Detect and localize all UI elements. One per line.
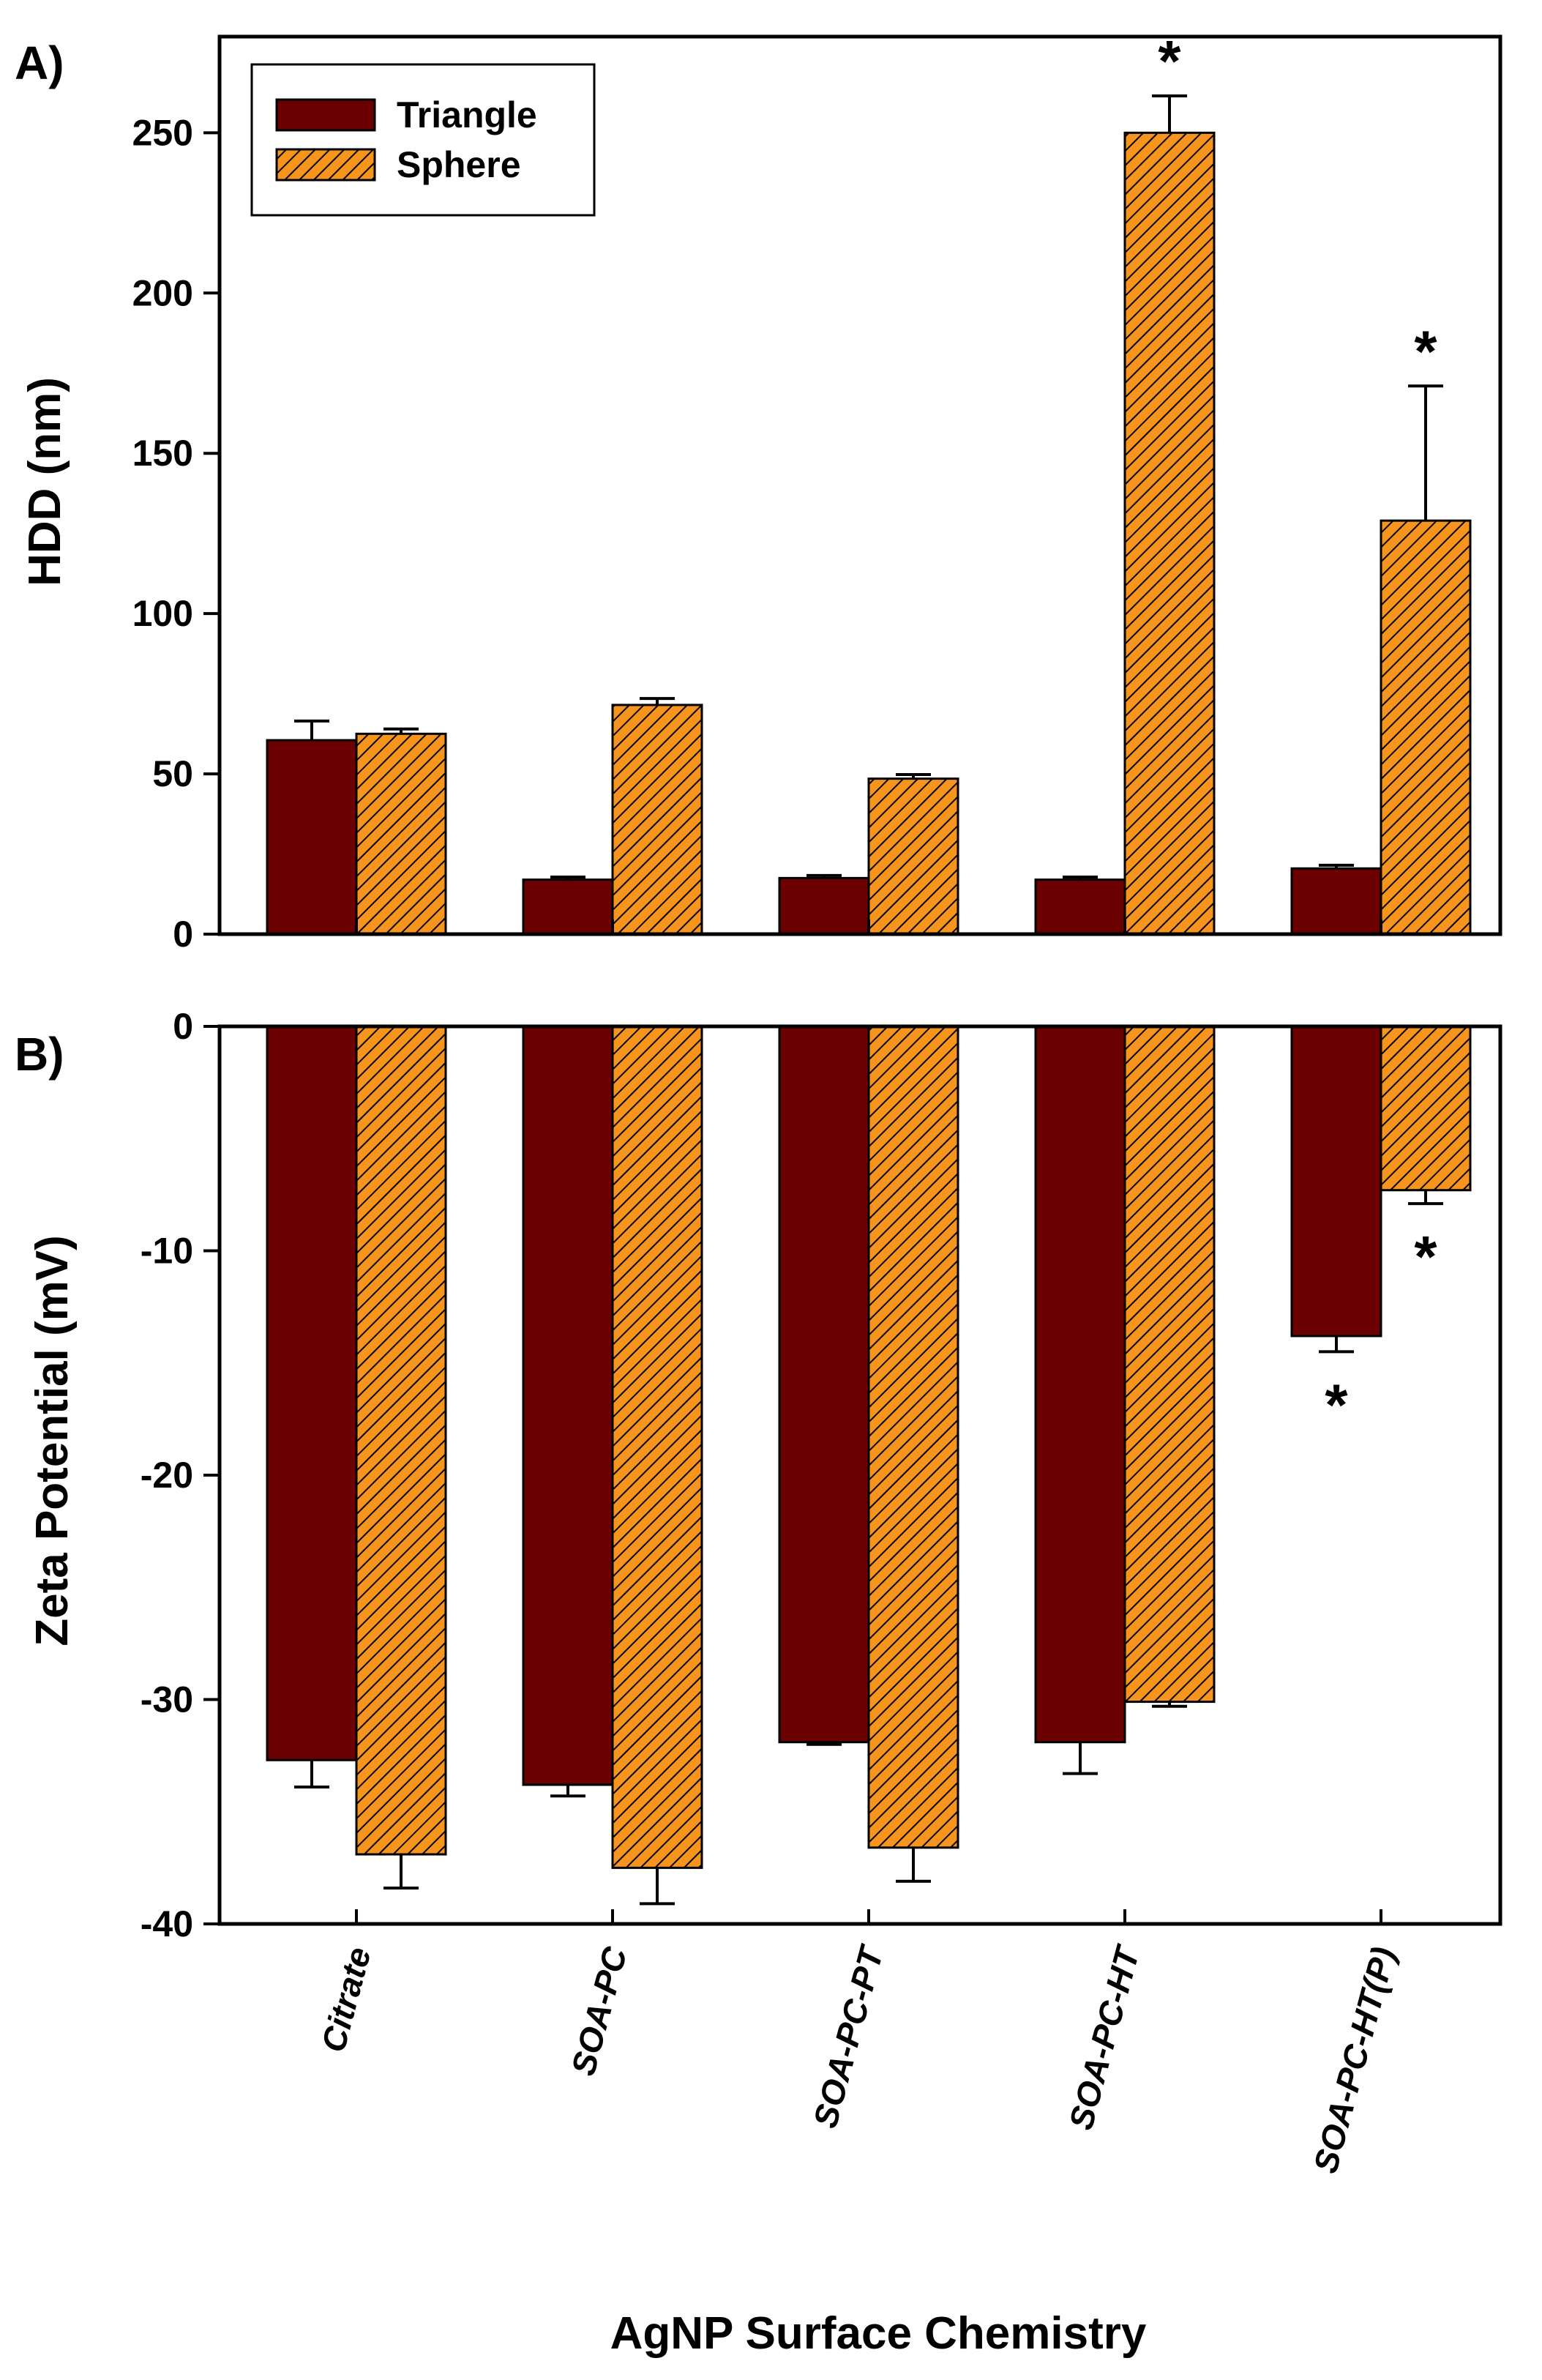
panel-a-sphere-soa-pc-bar [611, 704, 703, 936]
panel-a-significance-marker-2: * [1414, 318, 1437, 384]
panel-b-error-bars [294, 1190, 1443, 1906]
panel-a-significance-marker-1: * [1158, 29, 1181, 94]
panel-b-triangle-soa-pc-bar [522, 1025, 614, 1786]
panel-a-x-ticks [355, 919, 1382, 934]
panel-a-y-tick-label-200: 200 [132, 272, 193, 313]
category-label-citrate: Citrate [314, 1943, 378, 2056]
panel-a-triangle-soa-pc-bar [522, 878, 614, 936]
panel-b-y-axis-title: Zeta Potential (mV) [27, 1235, 78, 1646]
panel-b-triangle-soa-pc-ht-p-bar [1290, 1025, 1382, 1338]
panel-a-triangle-soa-pc-ht-bar [1034, 878, 1126, 936]
legend-box [250, 63, 596, 217]
category-label-soa-pc-ht: SOA-PC-HT [1061, 1940, 1147, 2133]
panel-a-error-bars [294, 94, 1443, 880]
category-label-soa-pc: SOA-PC [564, 1942, 635, 2079]
panel-a-y-tick-label-250: 250 [132, 112, 193, 153]
panel-b-y-tick-label-10: -10 [141, 1231, 193, 1272]
category-label-soa-pc-ht-p: SOA-PC-HT(P) [1306, 1943, 1402, 2177]
panel-a-y-tick-label-50: 50 [152, 753, 193, 794]
panel-b-sphere-soa-pc-ht-p-bar [1380, 1025, 1472, 1192]
panel-a-annotations: ** [1158, 29, 1437, 384]
legend-swatch-sphere [275, 148, 376, 182]
panel-b-label: B) [15, 1028, 64, 1081]
panel-b-sphere-soa-pc-pt-bar [867, 1025, 959, 1849]
panel-b-bars [266, 1025, 1472, 1869]
legend-swatch-triangle [275, 98, 376, 132]
legend: Triangle Sphere [250, 63, 596, 217]
panel-a-frame [217, 34, 1502, 936]
panel-a-label: A) [15, 37, 64, 89]
panel-b-triangle-soa-pc-pt-bar [778, 1025, 870, 1744]
panel-a-sphere-soa-pc-ht-p-bar [1380, 519, 1472, 936]
panel-a-y-tick-label-100: 100 [132, 593, 193, 634]
panel-a-bars [266, 131, 1472, 936]
panel-a-sphere-soa-pc-pt-bar [867, 777, 959, 936]
panel-b-y-ticks: 0 -10 -20 -30 -40 [141, 1006, 220, 1944]
panel-b-significance-marker-2: * [1414, 1224, 1437, 1289]
panel-b-significance-marker-1: * [1325, 1372, 1348, 1437]
panel-a-triangle-soa-pc-ht-p-bar [1290, 867, 1382, 936]
panel-b-y-tick-label-30: -30 [141, 1679, 193, 1720]
legend-label-triangle: Triangle [397, 94, 537, 135]
panel-a-y-axis-title: HDD (nm) [20, 377, 70, 586]
panel-b-triangle-soa-pc-ht-bar [1034, 1025, 1126, 1744]
panel-a-sphere-soa-pc-ht-bar [1123, 131, 1216, 936]
panel-a-y-ticks: 0 50 100 150 200 250 [132, 112, 220, 955]
panel-a-y-tick-label-150: 150 [132, 433, 193, 474]
panel-b-sphere-citrate-bar [355, 1025, 447, 1856]
panel-b-frame [217, 1024, 1502, 1926]
panel-b-sphere-soa-pc-ht-bar [1123, 1025, 1216, 1704]
x-axis-title: AgNP Surface Chemistry [610, 2308, 1147, 2359]
panel-b-chart: B) Zeta Potential (mV) 0-10-20-30-40 ** [15, 1006, 1502, 1944]
panel-b-sphere-soa-pc-bar [611, 1025, 703, 1869]
panel-a-triangle-soa-pc-pt-bar [778, 876, 870, 936]
category-labels: Citrate SOA-PC SOA-PC-PT SOA-PC-HT SOA-PC-HT… [314, 1940, 1403, 2176]
panel-a-triangle-citrate-bar [266, 739, 358, 936]
panel-b-annotations: ** [1325, 1224, 1437, 1437]
panel-b-x-ticks [355, 1909, 1382, 1924]
legend-label-sphere: Sphere [397, 144, 521, 185]
panel-a-sphere-citrate-bar [355, 732, 447, 936]
panel-b-y-tick-label-40: -40 [141, 1903, 193, 1944]
panel-b-y-tick-label-0: 0 [173, 1006, 193, 1047]
category-label-soa-pc-pt: SOA-PC-PT [806, 1940, 891, 2132]
panel-b-triangle-citrate-bar [266, 1025, 358, 1761]
panel-a-y-tick-label-0: 0 [173, 914, 193, 955]
panel-b-y-tick-label-20: -20 [141, 1455, 193, 1496]
